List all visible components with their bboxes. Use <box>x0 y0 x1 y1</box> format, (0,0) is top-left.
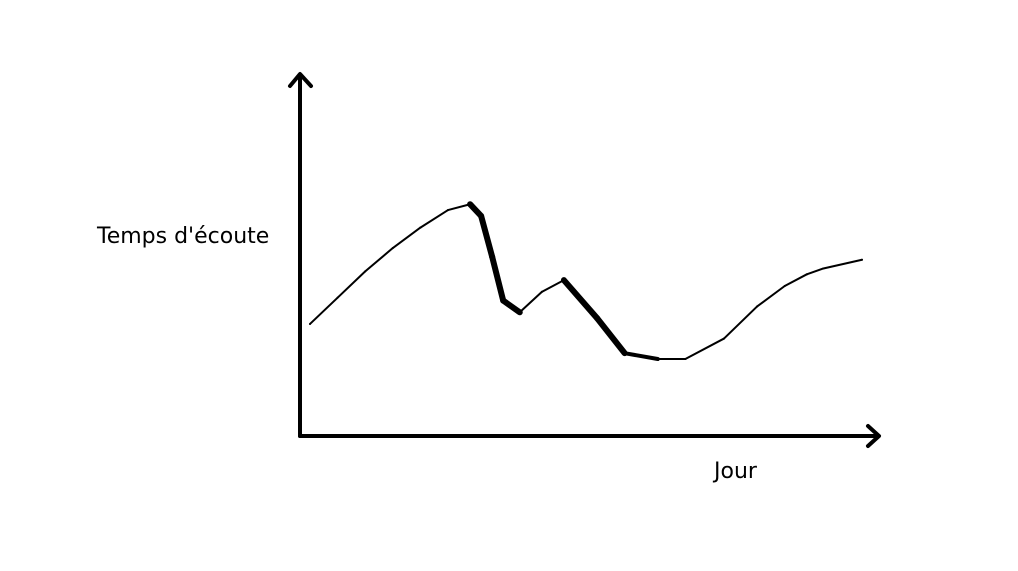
series-0-segment-10 <box>518 290 543 314</box>
series-0-point-20 <box>805 273 808 276</box>
series-0-segment-14 <box>622 351 660 361</box>
series-line-group <box>309 201 863 361</box>
series-0-point-16 <box>684 358 687 360</box>
series-0-point-1 <box>336 296 339 299</box>
series-0-point-7 <box>480 214 483 217</box>
series-0-segment-5 <box>447 203 472 212</box>
series-0-point-15 <box>656 358 659 360</box>
series-0-segment-16 <box>684 337 725 360</box>
series-0-segment-9 <box>500 297 523 316</box>
series-0-segment-12 <box>560 277 601 322</box>
x-axis-label: Jour <box>712 459 758 484</box>
series-0-segment-19 <box>783 273 808 287</box>
series-0-segment-8 <box>489 253 507 304</box>
series-0-segment-18 <box>756 285 786 308</box>
x-axis-arrowhead <box>866 424 881 448</box>
series-0-point-19 <box>783 285 786 287</box>
series-0-point-2 <box>364 270 367 273</box>
series-0-point-0 <box>309 322 311 325</box>
series-0-segment-2 <box>364 247 394 273</box>
series-0-point-18 <box>756 305 759 308</box>
series-0-segment-7 <box>478 212 496 260</box>
series-0-point-14 <box>623 352 626 355</box>
series-0-point-11 <box>540 290 543 293</box>
series-0-segment-3 <box>391 226 422 250</box>
series-0-point-9 <box>502 299 505 302</box>
series-0-point-5 <box>447 209 449 212</box>
series-0-point-12 <box>562 279 565 282</box>
series-0-point-13 <box>596 317 599 320</box>
series-0-segment-0 <box>309 296 339 325</box>
series-0-point-22 <box>861 258 863 261</box>
series-0-segment-21 <box>822 258 863 270</box>
series-0-point-6 <box>469 203 472 206</box>
series-0-point-21 <box>822 267 825 270</box>
series-0-segment-4 <box>419 209 449 229</box>
series-0-point-4 <box>419 226 422 229</box>
series-0-point-10 <box>518 311 521 314</box>
y-axis-arrowhead <box>288 72 313 88</box>
series-0-segment-20 <box>805 267 825 276</box>
series-0-point-8 <box>491 255 494 258</box>
series-0-point-3 <box>391 247 394 250</box>
series-0-segment-17 <box>723 305 759 340</box>
y-axis-label: Temps d'écoute <box>96 224 269 249</box>
series-0-segment-1 <box>336 270 367 299</box>
series-0-segment-13 <box>594 315 628 357</box>
series-0-segment-11 <box>540 279 565 293</box>
series-0-point-17 <box>723 337 725 340</box>
